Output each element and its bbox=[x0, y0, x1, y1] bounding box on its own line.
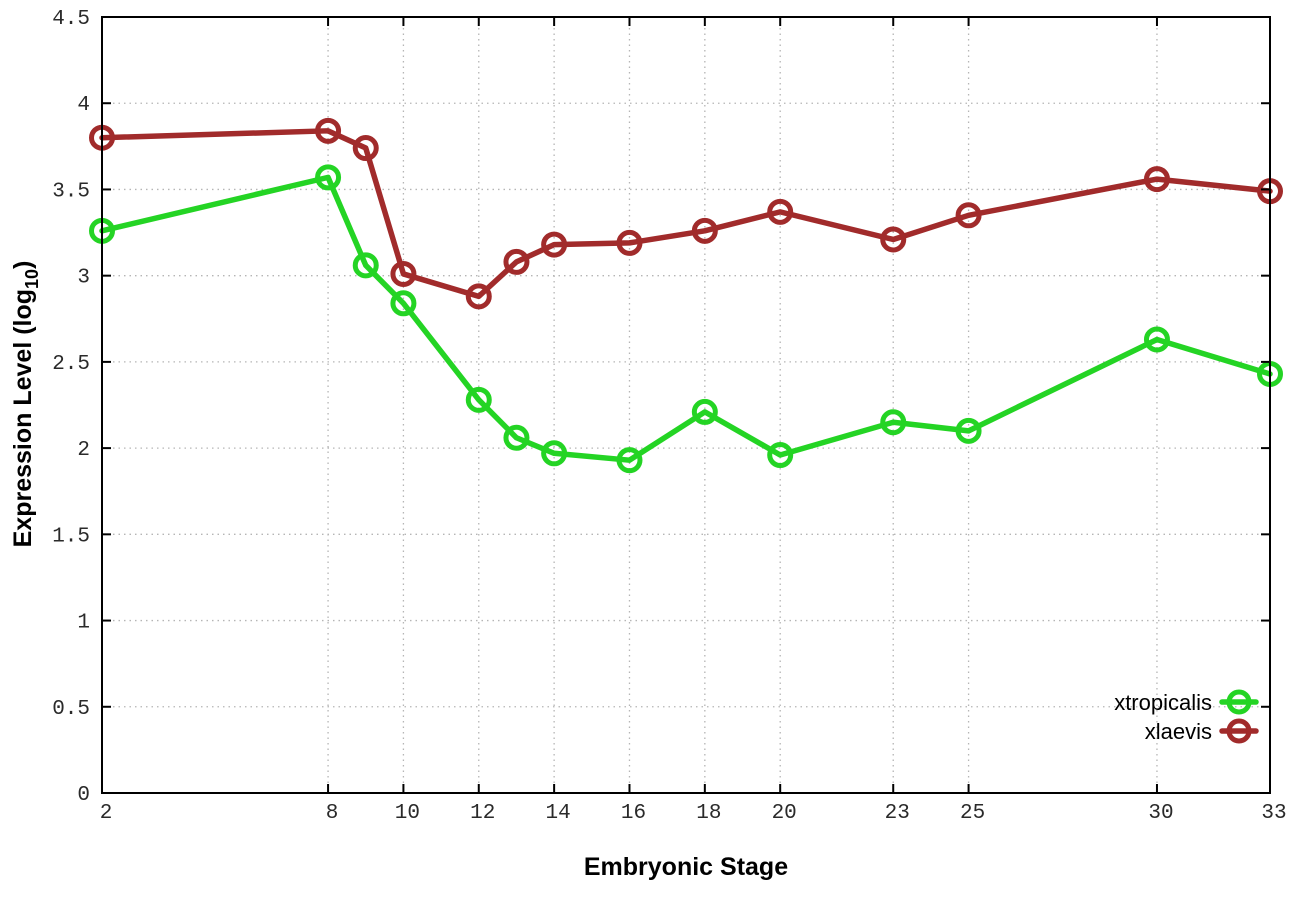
data-point-xlaevis bbox=[691, 217, 718, 244]
x-tick-label: 30 bbox=[1148, 802, 1173, 825]
x-tick-label: 25 bbox=[960, 802, 985, 825]
axis-ticks bbox=[101, 16, 1271, 794]
series-line-xlaevis bbox=[99, 128, 1273, 300]
data-point-xtropicalis bbox=[315, 164, 342, 191]
y-tick-label: 3 bbox=[77, 267, 90, 290]
data-point-xlaevis bbox=[541, 231, 568, 258]
y-axis-title: Expression Level (log10) bbox=[9, 261, 42, 548]
legend-entry-xtropicalis: xtropicalis bbox=[1114, 689, 1259, 715]
x-tick-label: 10 bbox=[395, 802, 420, 825]
x-axis-title: Embryonic Stage bbox=[584, 853, 788, 881]
axis-tick-labels: 2 8 10 12 14 16 18 20 23 25 30 33 0 0.5 1 1.5 2 2.5 3 3.5 4 4… bbox=[52, 8, 1286, 825]
x-tick-label: 16 bbox=[621, 802, 646, 825]
data-point-xlaevis bbox=[503, 248, 530, 275]
x-tick-label: 2 bbox=[100, 802, 113, 825]
data-point-xlaevis bbox=[315, 117, 342, 144]
y-tick-label: 1.5 bbox=[52, 525, 90, 548]
y-axis-title-subscript: 10 bbox=[22, 269, 42, 289]
plot-frame bbox=[101, 16, 1271, 794]
series-xtropicalis bbox=[89, 164, 1283, 474]
y-tick-label: 3.5 bbox=[52, 180, 90, 203]
data-point-xtropicalis bbox=[352, 252, 379, 279]
legend-label-xtropicalis: xtropicalis bbox=[1114, 690, 1212, 715]
series-xlaevis bbox=[89, 117, 1283, 310]
data-point-xtropicalis bbox=[541, 440, 568, 467]
y-axis-title-close: ) bbox=[9, 261, 37, 269]
data-point-xlaevis bbox=[1143, 166, 1170, 193]
data-point-xlaevis bbox=[616, 229, 643, 256]
data-point-xtropicalis bbox=[465, 386, 492, 413]
data-point-xtropicalis bbox=[880, 409, 907, 436]
y-tick-label: 1 bbox=[77, 612, 90, 635]
legend-label-xlaevis: xlaevis bbox=[1145, 719, 1212, 744]
y-tick-label: 0 bbox=[77, 784, 90, 807]
data-point-xlaevis bbox=[767, 198, 794, 225]
y-tick-label: 4 bbox=[77, 94, 90, 117]
x-tick-label: 33 bbox=[1261, 802, 1286, 825]
x-tick-label: 20 bbox=[772, 802, 797, 825]
legend-marker-xtropicalis bbox=[1226, 689, 1252, 715]
data-point-xtropicalis bbox=[616, 447, 643, 474]
x-tick-label: 23 bbox=[885, 802, 910, 825]
data-point-xtropicalis bbox=[767, 442, 794, 469]
grid-lines bbox=[102, 17, 1271, 793]
y-tick-label: 4.5 bbox=[52, 8, 90, 31]
data-series bbox=[89, 117, 1283, 474]
data-point-xlaevis bbox=[955, 202, 982, 229]
y-tick-label: 0.5 bbox=[52, 698, 90, 721]
y-tick-label: 2 bbox=[77, 439, 90, 462]
chart-legend: xtropicalis xlaevis bbox=[1114, 689, 1259, 744]
data-point-xtropicalis bbox=[503, 424, 530, 451]
data-point-xtropicalis bbox=[955, 417, 982, 444]
x-tick-label: 14 bbox=[546, 802, 571, 825]
x-tick-label: 18 bbox=[696, 802, 721, 825]
data-point-xlaevis bbox=[390, 260, 417, 287]
y-tick-label: 2.5 bbox=[52, 353, 90, 376]
data-point-xlaevis bbox=[465, 283, 492, 310]
data-point-xtropicalis bbox=[691, 398, 718, 425]
data-point-xlaevis bbox=[880, 226, 907, 253]
data-point-xtropicalis bbox=[1143, 326, 1170, 353]
data-point-xlaevis bbox=[352, 135, 379, 162]
x-tick-label: 12 bbox=[470, 802, 495, 825]
legend-entry-xlaevis: xlaevis bbox=[1145, 718, 1259, 744]
x-tick-label: 8 bbox=[326, 802, 339, 825]
data-point-xtropicalis bbox=[390, 290, 417, 317]
y-axis-title-main: Expression Level (log bbox=[9, 289, 37, 547]
plot-border bbox=[101, 16, 1271, 794]
legend-marker-xlaevis bbox=[1226, 718, 1252, 744]
series-line-xtropicalis bbox=[99, 174, 1273, 463]
